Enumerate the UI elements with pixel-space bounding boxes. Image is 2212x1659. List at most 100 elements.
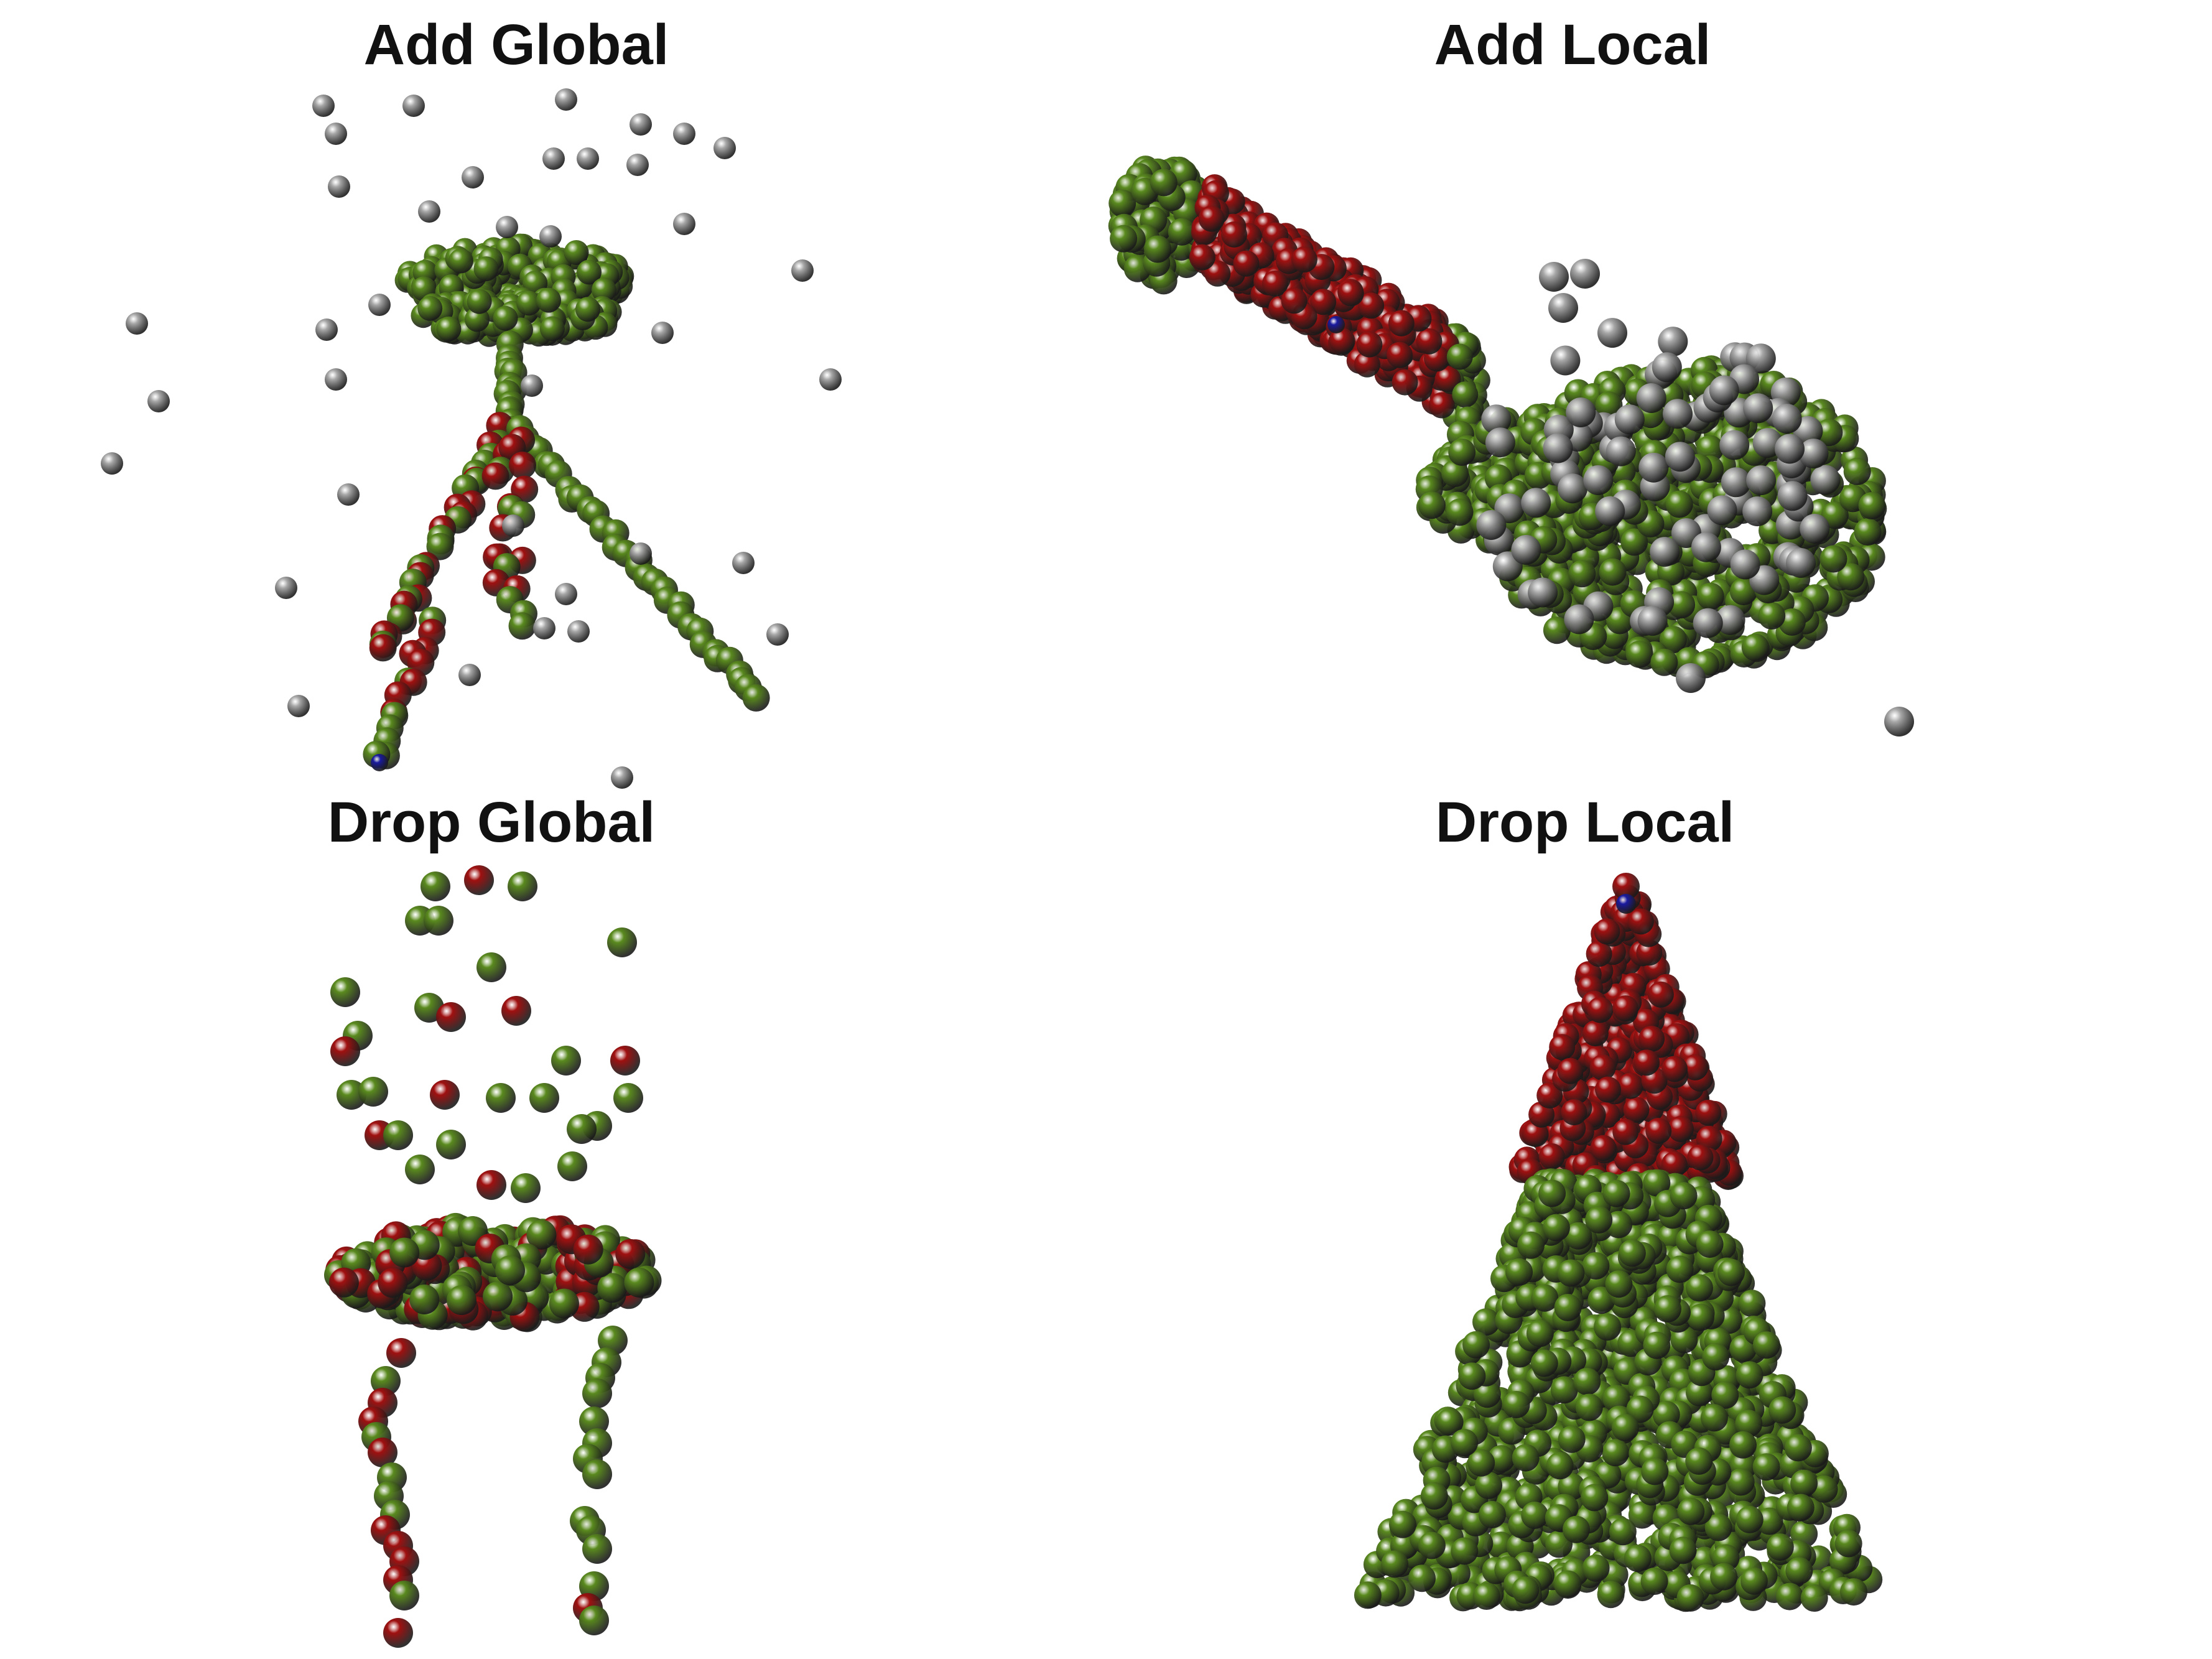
- cone-base-point: [1840, 1578, 1867, 1606]
- added-point: [325, 123, 347, 145]
- cone-base-point: [1710, 1563, 1738, 1591]
- leg-point: [368, 1438, 397, 1467]
- leg-point: [386, 1338, 416, 1368]
- cone-base-point: [1785, 1557, 1813, 1585]
- cone-base-point: [1676, 1584, 1704, 1612]
- added-point: [1775, 434, 1805, 464]
- cone-base-point: [1790, 1469, 1818, 1497]
- cone-base-point: [1717, 1258, 1745, 1286]
- neck-point: [1204, 260, 1231, 287]
- cone-tip-point: [1594, 918, 1620, 945]
- seat-point: [378, 1268, 408, 1298]
- cone-base-point: [1752, 1453, 1780, 1481]
- cone-tip-point: [1647, 981, 1674, 1008]
- cone-base-point: [1546, 1452, 1574, 1480]
- seat-point: [577, 259, 602, 285]
- added-point: [1652, 352, 1682, 383]
- leg-point: [579, 1406, 609, 1436]
- body-point: [1418, 491, 1446, 519]
- cone-base-point: [1654, 1295, 1681, 1323]
- added-point: [1800, 514, 1830, 544]
- cone-base-point: [1575, 1393, 1603, 1421]
- cone-base-point: [1686, 1378, 1713, 1406]
- cone-base-point: [1558, 1473, 1586, 1501]
- cone-base-point: [1585, 1206, 1613, 1234]
- added-point: [577, 147, 599, 170]
- added-point: [542, 147, 565, 170]
- cone-base-point: [1582, 1252, 1610, 1280]
- leg-point: [582, 1534, 612, 1564]
- point-cloud-guitar-add-local: [1108, 156, 1914, 737]
- cone-base-point: [1531, 1284, 1559, 1312]
- cone-base-point: [1563, 1515, 1590, 1543]
- body-point: [1819, 545, 1847, 573]
- cone-base-point: [1451, 1537, 1479, 1565]
- cone-base-point: [1505, 1258, 1533, 1286]
- cone-tip-point: [1687, 1144, 1714, 1171]
- cone-tip-point: [1638, 1026, 1665, 1052]
- cone-base-point: [1521, 1501, 1549, 1529]
- cone-base-point: [1711, 1381, 1739, 1409]
- stool-point: [476, 1170, 506, 1200]
- cone-tip-point: [1661, 1056, 1688, 1082]
- panel-title-drop-local: Drop Local: [1435, 791, 1735, 854]
- panel-add-global: Add Global: [0, 0, 1106, 829]
- leg-point: [383, 1618, 413, 1648]
- stool-point: [436, 1002, 466, 1032]
- panel-drop-local: Drop Local: [1106, 778, 2212, 1612]
- seat-point: [448, 248, 473, 274]
- stool-point: [337, 1080, 366, 1110]
- seat-point: [467, 289, 492, 314]
- leg-point: [369, 634, 397, 662]
- cone-base-point: [1643, 1331, 1671, 1359]
- cone-base-point: [1420, 1482, 1448, 1510]
- added-point: [1558, 473, 1587, 504]
- cone-base-point: [1740, 1567, 1768, 1595]
- cone-tip-point: [1667, 1116, 1694, 1142]
- stool-point: [486, 1083, 516, 1113]
- seat-point: [573, 1234, 603, 1265]
- neck-point: [1392, 369, 1418, 396]
- stool-point: [557, 1151, 587, 1181]
- added-point: [1597, 318, 1627, 348]
- cone-base-point: [1550, 1376, 1578, 1404]
- added-point: [673, 213, 695, 235]
- stool-point: [567, 1114, 597, 1144]
- added-point: [791, 259, 814, 282]
- stool-point: [529, 1083, 559, 1113]
- cone-tip-point: [1612, 873, 1640, 900]
- cone-base-point: [1538, 1179, 1566, 1207]
- cone-tip-point: [1627, 908, 1654, 935]
- stool-point: [511, 1173, 541, 1203]
- added-point: [1564, 604, 1594, 634]
- cone-base-point: [1436, 1408, 1464, 1436]
- seat-point: [417, 295, 443, 321]
- added-point: [275, 577, 297, 599]
- cone-tip-point: [1582, 1020, 1609, 1047]
- added-point: [611, 766, 633, 789]
- cone-base-point: [1554, 1294, 1582, 1321]
- body-point: [1843, 457, 1871, 485]
- cone-base-point: [1381, 1550, 1409, 1578]
- cone-base-point: [1605, 1270, 1633, 1298]
- added-point: [732, 552, 755, 574]
- added-point: [651, 322, 674, 344]
- body-point: [1696, 582, 1724, 610]
- neck-point: [1428, 392, 1455, 419]
- added-point: [1485, 427, 1515, 458]
- added-point: [1658, 327, 1688, 357]
- headstock-point: [1110, 225, 1138, 253]
- cone-base-point: [1558, 1425, 1586, 1453]
- cone-base-point: [1530, 1349, 1558, 1377]
- added-point: [1676, 663, 1706, 693]
- added-point: [368, 294, 391, 316]
- stool-point: [330, 977, 360, 1007]
- cone-tip-point: [1557, 1057, 1584, 1084]
- neck-point: [1329, 328, 1355, 355]
- added-point: [337, 483, 360, 506]
- cone-base-point: [1652, 1401, 1680, 1429]
- leg-point: [371, 1366, 401, 1396]
- cone-base-point: [1472, 1308, 1500, 1336]
- cone-base-point: [1354, 1581, 1382, 1609]
- added-point: [555, 88, 577, 111]
